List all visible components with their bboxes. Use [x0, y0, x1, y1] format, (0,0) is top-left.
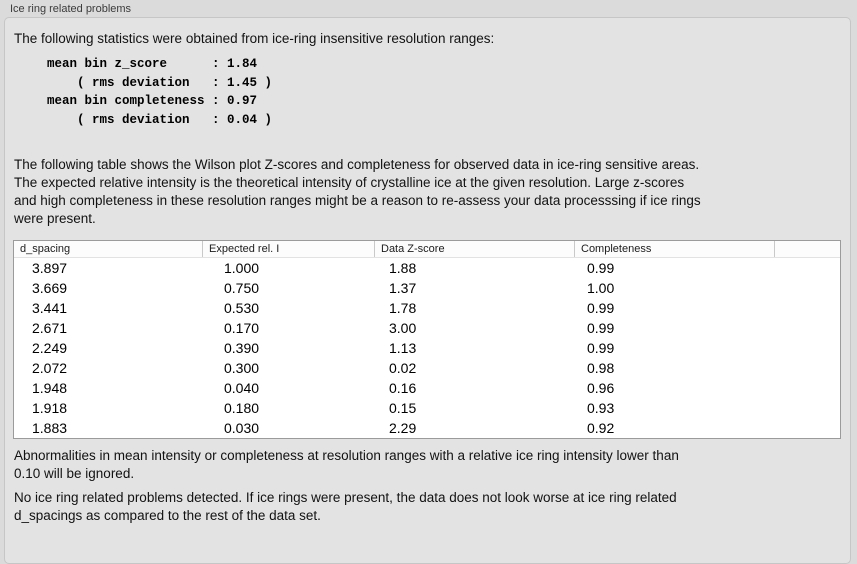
table-body: 3.897 1.000 1.88 0.99 3.669 0.750 1.37 1.00 3.44…	[14, 258, 840, 438]
table-cell: 3.669	[32, 280, 68, 296]
table-cell: 0.99	[587, 300, 615, 316]
conclusion-text: No ice ring related problems detected. I…	[14, 490, 677, 523]
table-cell: 1.918	[32, 400, 68, 416]
table-cell: 0.99	[587, 260, 615, 276]
table-cell: 0.99	[587, 320, 615, 336]
table-description-text: The following table shows the Wilson plo…	[14, 157, 701, 226]
table-cell: 1.000	[224, 260, 260, 276]
table-cell: 0.93	[587, 400, 615, 416]
table-cell: 1.13	[389, 340, 417, 356]
table-row[interactable]: 2.072 0.300 0.02 0.98	[14, 358, 840, 378]
table-cell: 2.072	[32, 360, 68, 376]
intro-text: The following statistics were obtained f…	[14, 31, 495, 46]
table-row[interactable]: 2.249 0.390 1.13 0.99	[14, 338, 840, 358]
table-cell: 0.300	[224, 360, 260, 376]
table-cell: 0.96	[587, 380, 615, 396]
table-cell: 0.530	[224, 300, 260, 316]
table-cell: 2.249	[32, 340, 68, 356]
table-cell: 0.390	[224, 340, 260, 356]
table-row[interactable]: 3.897 1.000 1.88 0.99	[14, 258, 840, 278]
column-header-completeness[interactable]: Completeness	[574, 241, 774, 257]
table-cell: 1.88	[389, 260, 417, 276]
table-cell: 0.99	[587, 340, 615, 356]
table-cell: 2.671	[32, 320, 68, 336]
table-cell: 0.030	[224, 420, 260, 436]
table-cell: 0.16	[389, 380, 417, 396]
table-cell: 0.170	[224, 320, 260, 336]
table-row[interactable]: 3.441 0.530 1.78 0.99	[14, 298, 840, 318]
table-header-row: d_spacing Expected rel. I Data Z-score Comp…	[14, 241, 840, 258]
table-row[interactable]: 2.671 0.170 3.00 0.99	[14, 318, 840, 338]
table-cell: 3.00	[389, 320, 417, 336]
table-row[interactable]: 1.918 0.180 0.15 0.93	[14, 398, 840, 418]
table-cell: 1.00	[587, 280, 615, 296]
table-cell: 1.78	[389, 300, 417, 316]
table-cell: 1.948	[32, 380, 68, 396]
table-cell: 0.15	[389, 400, 417, 416]
table-row[interactable]: 3.669 0.750 1.37 1.00	[14, 278, 840, 298]
table-cell: 0.02	[389, 360, 417, 376]
table-cell: 0.98	[587, 360, 615, 376]
ice-ring-report-panel: { "panel_title": "Ice ring related probl…	[4, 3, 851, 564]
column-header-blank[interactable]	[774, 241, 840, 257]
table-cell: 0.180	[224, 400, 260, 416]
stats-block: mean bin z_score : 1.84 ( rms deviation …	[47, 57, 273, 127]
table-cell: 0.92	[587, 420, 615, 436]
column-header-expected-rel-i[interactable]: Expected rel. I	[202, 241, 374, 257]
table-cell: 3.441	[32, 300, 68, 316]
table-cell: 2.29	[389, 420, 417, 436]
column-header-data-z-score[interactable]: Data Z-score	[374, 241, 574, 257]
ice-ring-table[interactable]: d_spacing Expected rel. I Data Z-score Comp…	[13, 240, 841, 439]
table-row[interactable]: 1.883 0.030 2.29 0.92	[14, 418, 840, 438]
table-cell: 1.37	[389, 280, 417, 296]
table-cell: 0.750	[224, 280, 260, 296]
table-cell: 0.040	[224, 380, 260, 396]
column-header-d-spacing[interactable]: d_spacing	[20, 243, 71, 255]
table-cell: 3.897	[32, 260, 68, 276]
ignore-note-text: Abnormalities in mean intensity or compl…	[14, 448, 679, 481]
table-cell: 1.883	[32, 420, 68, 436]
panel-title: Ice ring related problems	[10, 3, 132, 15]
table-row[interactable]: 1.948 0.040 0.16 0.96	[14, 378, 840, 398]
